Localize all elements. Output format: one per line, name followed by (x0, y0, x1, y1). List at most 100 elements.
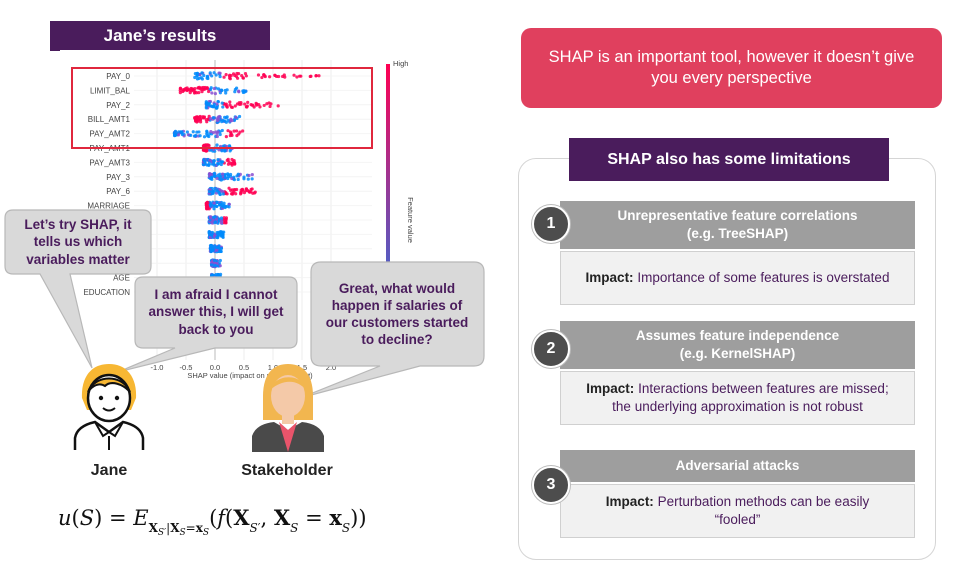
limitation-2-subtitle: (e.g. KernelSHAP) (679, 346, 796, 361)
feature-label: PAY_AMT2 (89, 130, 130, 139)
swarm-point (186, 133, 191, 137)
swarm-point (233, 87, 237, 92)
limitation-3-impact-line-2: “fooled” (714, 512, 761, 527)
jane-avatar-icon (73, 364, 145, 450)
swarm-point (241, 129, 245, 133)
swarm-point (212, 207, 216, 211)
swarm-point (201, 162, 206, 167)
swarm-point (210, 220, 214, 224)
swarm-point (220, 101, 224, 105)
swarm-point (246, 100, 250, 104)
swarm-point (276, 104, 280, 108)
swarm-point (211, 116, 216, 120)
limitation-3-impact-key: Impact: (605, 494, 654, 510)
swarm-point (219, 233, 223, 237)
swarm-point (201, 116, 205, 120)
swarm-point (195, 116, 199, 120)
swarm-point (213, 264, 217, 268)
swarm-point (255, 102, 259, 106)
swarm-point (218, 71, 222, 75)
swarm-point (240, 188, 245, 192)
swarm-point (230, 176, 234, 181)
swarm-point (221, 192, 225, 196)
limitation-1-number-badge: 1 (532, 205, 570, 243)
key-message-banner: SHAP is an important tool, however it do… (521, 28, 942, 108)
swarm-point (221, 105, 225, 109)
swarm-point (253, 190, 257, 194)
swarm-point (205, 76, 209, 80)
swarm-point (215, 134, 219, 139)
swarm-point (209, 263, 214, 267)
swarm-point (205, 163, 209, 167)
swarm-point (191, 130, 195, 134)
swarm-point (219, 219, 223, 223)
swarm-point (217, 273, 221, 277)
colorbar-axis-label: Feature value (406, 197, 415, 243)
swarm-point (240, 73, 244, 78)
swarm-point (243, 71, 248, 76)
janes-results-title: Jane’s results (50, 21, 270, 51)
swarm-point (176, 133, 181, 137)
swarm-point (213, 92, 217, 96)
swarm-point (227, 186, 231, 190)
swarm-point (209, 86, 213, 90)
swarm-point (229, 117, 233, 121)
swarm-point (225, 88, 229, 92)
swarm-point (224, 191, 228, 195)
swarm-point (209, 233, 213, 237)
swarm-point (208, 235, 212, 240)
swarm-point (212, 171, 217, 175)
swarm-point (188, 88, 192, 92)
swarm-point (220, 189, 224, 193)
swarm-point (228, 100, 232, 104)
swarm-point (222, 201, 226, 205)
swarm-point (212, 201, 216, 205)
swarm-point (207, 102, 211, 106)
swarm-point (237, 132, 241, 136)
jane-speech-1: Let’s try SHAP, it tells us which variab… (24, 217, 132, 267)
swarm-point (219, 246, 224, 251)
swarm-point (185, 86, 189, 90)
swarm-point (269, 102, 273, 106)
swarm-point (202, 135, 207, 139)
swarm-point (210, 91, 214, 95)
swarm-point (246, 177, 250, 181)
swarm-point (243, 102, 247, 106)
top-features-highlight-box (71, 67, 373, 149)
feature-label: PAY_2 (106, 101, 130, 110)
limitation-3-impact: Impact: Perturbation methods can be easi… (560, 484, 915, 538)
swarm-point (218, 202, 222, 206)
swarm-point (215, 235, 219, 240)
swarm-point (220, 160, 225, 164)
swarm-point (193, 90, 197, 94)
swarm-point (205, 134, 210, 138)
swarm-point (181, 88, 185, 92)
swarm-point (214, 217, 219, 221)
swarm-point (208, 246, 212, 251)
swarm-point (228, 76, 232, 80)
swarm-point (230, 133, 234, 138)
swarm-point (214, 200, 219, 204)
swarm-point (309, 74, 313, 78)
swarm-point (245, 105, 249, 109)
swarm-point (212, 86, 216, 91)
swarm-point (210, 74, 214, 78)
swarm-point (222, 75, 226, 79)
swarm-point (249, 190, 253, 194)
feature-label: PAY_3 (106, 173, 130, 182)
swarm-point (195, 71, 199, 76)
swarm-point (198, 120, 203, 124)
shapley-value-formula: u(S) = EXS′|XS=xS(f(XS′, XS = xS)) (58, 504, 367, 538)
swarm-point (214, 73, 218, 77)
swarm-point (218, 132, 222, 137)
swarm-point (185, 88, 189, 93)
swarm-point (208, 117, 213, 121)
swarm-point (209, 130, 213, 134)
swarm-point (197, 76, 201, 81)
swarm-point (222, 216, 226, 220)
swarm-point (206, 201, 210, 205)
swarm-point (226, 162, 231, 166)
swarm-point (223, 149, 227, 153)
swarm-point (213, 215, 217, 219)
swarm-point (217, 246, 221, 250)
